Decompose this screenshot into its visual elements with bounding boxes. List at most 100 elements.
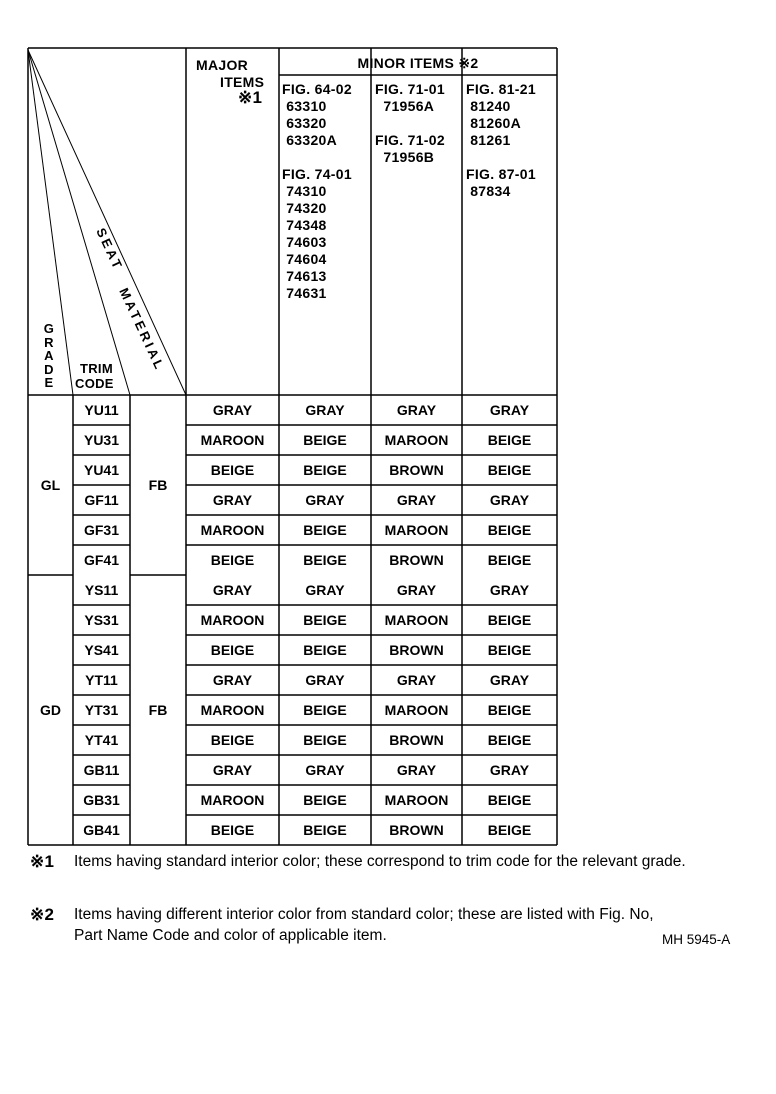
grade-cell: GD — [40, 702, 61, 718]
minor-color-cell: BROWN — [389, 732, 444, 748]
part-name-code: 74631 — [282, 285, 327, 301]
major-color-cell: BEIGE — [210, 642, 255, 658]
minor-color-cell: BEIGE — [303, 732, 347, 748]
trim-code-cell: YT31 — [84, 702, 119, 718]
minor-color-cell: BROWN — [389, 822, 444, 838]
minor-color-cell: GRAY — [396, 582, 437, 598]
minor-color-cell: MAROON — [384, 792, 449, 808]
part-name-code: 63320 — [282, 115, 327, 131]
major-color-cell: GRAY — [212, 672, 253, 688]
part-name-code: 81260A — [466, 115, 522, 131]
minor-color-cell: GRAY — [305, 582, 345, 598]
major-color-cell: GRAY — [212, 402, 253, 418]
minor-color-cell: BEIGE — [303, 432, 347, 448]
minor-color-cell: BEIGE — [487, 612, 532, 628]
trim-code-cell: YT41 — [84, 732, 119, 748]
trim-code-cell: YU31 — [83, 432, 120, 448]
minor-color-cell: BEIGE — [303, 642, 347, 658]
minor-color-cell: BEIGE — [303, 612, 347, 628]
minor-color-cell: GRAY — [305, 402, 345, 418]
minor-color-cell: BEIGE — [303, 792, 347, 808]
trim-code-cell: YT11 — [85, 672, 118, 688]
major-color-cell: BEIGE — [210, 462, 255, 478]
major-color-cell: MAROON — [200, 792, 265, 808]
trim-code-cell: YS31 — [84, 612, 119, 628]
minor-color-cell: BROWN — [389, 552, 444, 568]
major-color-cell: MAROON — [200, 702, 265, 718]
minor-color-cell: GRAY — [396, 402, 437, 418]
part-name-code: 74604 — [282, 251, 327, 267]
note-1-mark: ※1 — [30, 852, 55, 871]
minor-color-cell: BEIGE — [303, 462, 347, 478]
minor-color-cell: BEIGE — [487, 822, 532, 838]
figure-number: FIG. 64-02 — [282, 81, 352, 97]
trim-code-cell: YS41 — [84, 642, 119, 658]
figure-number: FIG. 71-01 — [375, 81, 445, 97]
minor-color-cell: BEIGE — [303, 552, 347, 568]
minor-color-cell: GRAY — [396, 672, 437, 688]
note-1-text: Items having standard interior color; th… — [74, 853, 686, 870]
trim-code-cell: YS11 — [84, 582, 119, 598]
major-color-cell: GRAY — [212, 762, 253, 778]
minor-color-cell: BROWN — [389, 642, 444, 658]
minor-color-cell: BEIGE — [487, 432, 532, 448]
minor-color-cell: BEIGE — [487, 522, 532, 538]
major-color-cell: GRAY — [212, 582, 253, 598]
minor-color-cell: GRAY — [489, 492, 530, 508]
major-color-cell: MAROON — [200, 432, 265, 448]
minor-color-cell: BEIGE — [487, 732, 532, 748]
trim-code-header-2: CODE — [75, 376, 114, 391]
trim-code-header-1: TRIM — [80, 361, 113, 376]
major-items-header-1: MAJOR — [196, 57, 249, 73]
part-name-code: 74310 — [282, 183, 327, 199]
part-name-code: 74613 — [282, 268, 327, 284]
minor-color-cell: BEIGE — [303, 702, 347, 718]
minor-color-cell: GRAY — [489, 582, 530, 598]
minor-color-cell: GRAY — [396, 762, 437, 778]
minor-color-cell: BEIGE — [487, 642, 532, 658]
minor-color-cell: BEIGE — [303, 522, 347, 538]
seat-material-cell: FB — [148, 702, 168, 718]
minor-color-cell: GRAY — [489, 762, 530, 778]
major-color-cell: MAROON — [200, 612, 265, 628]
grade-cell: GL — [40, 477, 61, 493]
major-color-cell: GRAY — [212, 492, 253, 508]
trim-code-cell: GF41 — [83, 552, 119, 568]
major-color-cell: BEIGE — [210, 732, 255, 748]
minor-color-cell: GRAY — [305, 492, 345, 508]
minor-color-cell: GRAY — [396, 492, 437, 508]
part-name-code: 74320 — [282, 200, 327, 216]
minor-color-cell: BEIGE — [487, 702, 532, 718]
trim-code-cell: GB31 — [83, 792, 120, 808]
major-color-cell: BEIGE — [210, 822, 255, 838]
figure-number: FIG. 71-02 — [375, 132, 445, 148]
minor-color-cell: BEIGE — [303, 822, 347, 838]
minor-color-cell: MAROON — [384, 702, 449, 718]
figure-number: FIG. 81-21 — [466, 81, 536, 97]
minor-color-cell: MAROON — [384, 522, 449, 538]
part-name-code: 87834 — [466, 183, 511, 199]
minor-color-cell: GRAY — [305, 672, 345, 688]
trim-code-cell: GB11 — [83, 762, 120, 778]
trim-code-cell: GB41 — [83, 822, 120, 838]
grid-line — [27, 49, 131, 396]
trim-code-cell: GF11 — [84, 492, 119, 508]
part-name-code: 63310 — [282, 98, 327, 114]
figure-number: FIG. 87-01 — [466, 166, 536, 182]
minor-color-cell: BEIGE — [487, 552, 532, 568]
seat-material-cell: FB — [148, 477, 168, 493]
part-name-code: 74348 — [282, 217, 327, 233]
figure-code: MH 5945-A — [662, 932, 731, 947]
minor-color-cell: MAROON — [384, 432, 449, 448]
part-name-code: 63320A — [282, 132, 338, 148]
minor-items-header: MINOR ITEMS ※2 — [357, 55, 479, 71]
figure-number: FIG. 74-01 — [282, 166, 352, 182]
minor-color-cell: GRAY — [489, 672, 530, 688]
grid-line — [27, 49, 74, 396]
major-color-cell: BEIGE — [210, 552, 255, 568]
part-name-code: 71956B — [375, 149, 435, 165]
grade-header: GRADE — [43, 321, 55, 390]
minor-color-cell: MAROON — [384, 612, 449, 628]
trim-code-cell: YU11 — [84, 402, 119, 418]
